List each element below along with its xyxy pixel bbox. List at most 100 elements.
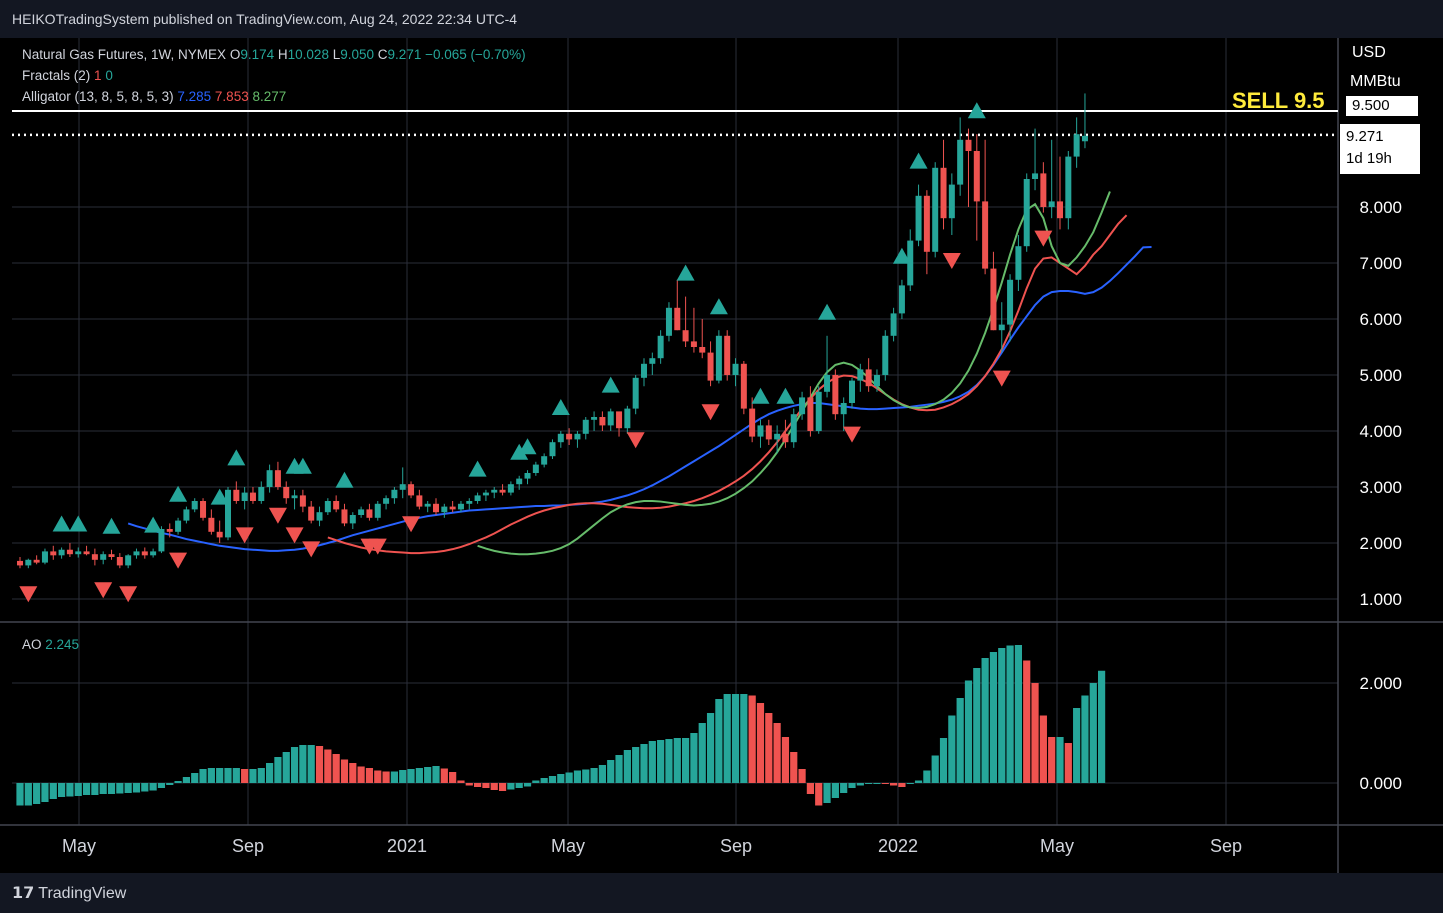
ao-bar bbox=[324, 749, 332, 783]
ao-bar bbox=[698, 723, 706, 783]
ao-bar bbox=[640, 744, 648, 783]
ao-bar bbox=[124, 783, 132, 793]
fractal-up-marker bbox=[818, 303, 837, 320]
candle-body bbox=[541, 456, 548, 465]
candle-body bbox=[915, 195, 922, 241]
fractal-down-marker bbox=[942, 253, 961, 269]
ao-legend: AO 2.245 bbox=[22, 637, 79, 652]
candle-body bbox=[166, 529, 173, 532]
last-price-box: 9.271 1d 19h bbox=[1340, 124, 1420, 174]
fractal-down-marker bbox=[1034, 230, 1053, 247]
candle-body bbox=[566, 433, 573, 440]
fractals-value-b: 0 bbox=[105, 68, 113, 83]
candle-body bbox=[183, 509, 190, 521]
candle-body bbox=[707, 352, 714, 381]
ao-bar bbox=[498, 783, 507, 791]
ao-bar bbox=[948, 715, 956, 783]
chart-area[interactable]: May Sep 2021 May Sep 2022 May Sep 1.000 2.000 3.00… bbox=[0, 38, 1443, 873]
x-tick-label: May bbox=[1040, 836, 1074, 856]
candle-body bbox=[324, 501, 331, 513]
ao-bar bbox=[290, 747, 299, 783]
ao-bar bbox=[898, 783, 906, 787]
ao-bar bbox=[615, 755, 623, 783]
ao-bar bbox=[573, 770, 582, 783]
fractal-up-marker bbox=[551, 399, 570, 415]
candle-body bbox=[690, 341, 697, 347]
ao-bar bbox=[1039, 715, 1047, 783]
fractal-down-marker bbox=[169, 552, 188, 569]
fractals-label: Fractals (2) bbox=[22, 68, 91, 83]
fractal-up-marker bbox=[227, 449, 246, 466]
candle-body bbox=[308, 506, 315, 521]
ao-bar bbox=[274, 757, 282, 783]
fractal-down-marker bbox=[268, 507, 287, 524]
ao-bar bbox=[82, 783, 91, 795]
currency-label: USD bbox=[1352, 44, 1386, 61]
ao-y-tick-label: 2.000 bbox=[1359, 674, 1402, 693]
y-tick-label: 7.000 bbox=[1359, 254, 1402, 273]
candle-body bbox=[840, 403, 847, 415]
candle-body bbox=[807, 397, 814, 431]
fractal-up-marker bbox=[909, 152, 928, 169]
ao-bar bbox=[1014, 645, 1022, 783]
ao-bar bbox=[282, 752, 290, 783]
ao-bar bbox=[565, 772, 573, 783]
y-tick-label: 1.000 bbox=[1359, 590, 1402, 609]
candle-body bbox=[266, 470, 273, 487]
ao-bar bbox=[407, 769, 415, 783]
candle-body bbox=[665, 307, 672, 336]
candle-body bbox=[83, 551, 90, 555]
ao-bar bbox=[332, 754, 340, 783]
ao-bar bbox=[49, 783, 57, 799]
fractal-down-marker bbox=[94, 582, 113, 599]
ao-bar bbox=[182, 777, 190, 783]
ao-bar bbox=[315, 746, 324, 783]
candle-body bbox=[383, 498, 390, 504]
ao-bar bbox=[798, 769, 806, 783]
ao-bar bbox=[1064, 743, 1072, 783]
ao-bar bbox=[457, 780, 465, 783]
ao-bar bbox=[1089, 683, 1097, 783]
candle-body bbox=[624, 408, 631, 429]
alligator-legend: Alligator (13, 8, 5, 8, 5, 3) 7.285 7.85… bbox=[22, 89, 286, 104]
ao-bar bbox=[690, 733, 698, 783]
ao-bar bbox=[532, 780, 540, 783]
unit-label: MMBtu bbox=[1350, 73, 1401, 90]
candle-body bbox=[982, 201, 989, 269]
high-label: H bbox=[277, 47, 288, 62]
candle-body bbox=[532, 464, 539, 473]
x-tick-label: Sep bbox=[232, 836, 264, 856]
ao-bar bbox=[16, 783, 24, 806]
candle-body bbox=[449, 506, 456, 510]
candle-body bbox=[499, 489, 506, 493]
ao-bar bbox=[582, 769, 590, 783]
candle-body bbox=[399, 484, 406, 490]
candle-body bbox=[491, 489, 498, 493]
ao-bar bbox=[890, 783, 898, 786]
candle-body bbox=[699, 347, 706, 353]
ao-bar bbox=[465, 783, 473, 786]
ao-bar bbox=[806, 783, 814, 794]
x-tick-label: Sep bbox=[720, 836, 752, 856]
last-price-label: 9.271 bbox=[1346, 128, 1384, 145]
ao-bar bbox=[748, 695, 756, 783]
ao-bar bbox=[440, 768, 448, 783]
ao-bar bbox=[756, 703, 765, 783]
candle-body bbox=[175, 520, 182, 532]
candle-body bbox=[965, 139, 972, 151]
attribution-text: HEIKOTradingSystem published on TradingV… bbox=[12, 11, 518, 27]
ao-bar bbox=[956, 698, 964, 783]
ao-bar bbox=[682, 738, 690, 783]
candle-body bbox=[749, 408, 756, 437]
ao-bar bbox=[590, 768, 598, 783]
ao-bar bbox=[199, 769, 207, 783]
candle-body bbox=[200, 501, 207, 518]
candle-body bbox=[100, 554, 107, 560]
ao-bar bbox=[1031, 683, 1039, 783]
ao-bar bbox=[773, 723, 781, 783]
candle-body bbox=[116, 557, 123, 566]
fractal-up-marker bbox=[144, 516, 163, 533]
ao-bar bbox=[1073, 708, 1081, 783]
tradingview-logo: 𝟭𝟳 TradingView bbox=[12, 883, 126, 903]
candle-body bbox=[241, 492, 248, 501]
